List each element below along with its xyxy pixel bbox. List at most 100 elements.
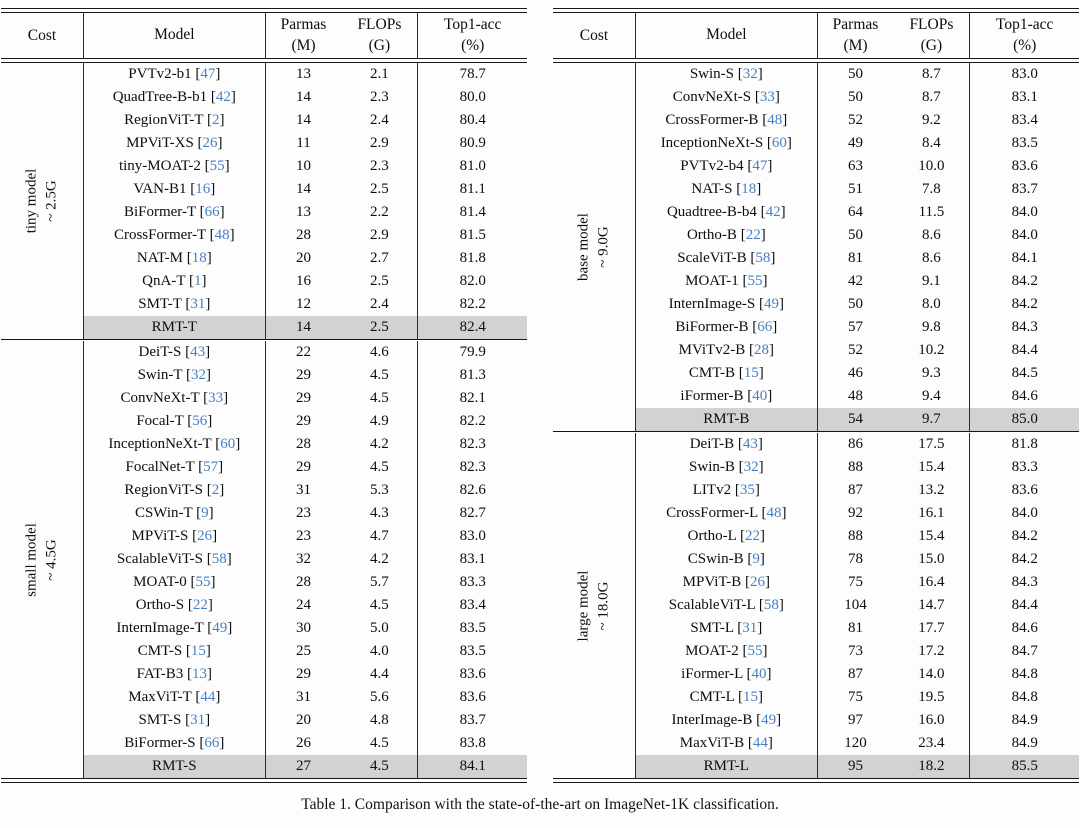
model-cell: RMT-S [84,755,266,778]
params-cell: 87 [848,482,863,498]
citation-ref[interactable]: 66 [204,204,220,220]
citation-ref[interactable]: 2 [211,112,220,128]
citation-ref[interactable]: 26 [202,135,218,151]
table-row: tiny-MOAT-2 [55] 10 2.3 81.0 [84,155,527,178]
citation-ref[interactable]: 31 [742,620,758,636]
citation-ref[interactable]: 33 [208,390,224,406]
citation-ref[interactable]: 26 [749,574,765,590]
citation-ref[interactable]: 40 [751,666,767,682]
acc-cell: 83.5 [459,620,486,636]
citation-ref[interactable]: 31 [190,296,206,312]
model-cell: InceptionNeXt-S [60] [636,132,818,155]
citation-ref[interactable]: 44 [200,689,216,705]
citation-ref[interactable]: 15 [743,365,759,381]
flops-cell: 2.3 [341,155,419,178]
citation-ref[interactable]: 44 [752,735,768,751]
model-cell: RegionViT-S [2] [84,479,266,502]
flops-cell: 15.0 [893,548,971,571]
flops-cell: 23.4 [893,732,971,755]
citation-ref[interactable]: 22 [745,227,761,243]
citation-ref[interactable]: 57 [203,459,219,475]
citation-ref[interactable]: 49 [212,620,228,636]
params-cell: 28 [296,574,311,590]
citation-ref[interactable]: 49 [761,712,777,728]
citation-ref[interactable]: 26 [197,528,213,544]
model-cell: MOAT-2 [55] [636,640,818,663]
citation-ref[interactable]: 42 [215,89,231,105]
citation-ref[interactable]: 48 [766,505,782,521]
citation-ref[interactable]: 66 [204,735,220,751]
model-name: Ortho-B [686,227,737,243]
model-name: PVTv2-b4 [680,158,744,174]
citation-ref[interactable]: 40 [752,388,768,404]
citation-ref[interactable]: 33 [759,89,775,105]
model-cell: DeiT-S [43] [84,341,266,364]
citation-ref[interactable]: 31 [190,712,206,728]
citation-ref[interactable]: 15 [190,643,206,659]
params-cell: 78 [848,551,863,567]
params-cell: 20 [296,712,311,728]
table-row: Swin-B [32] 88 15.4 83.3 [636,456,1079,479]
citation-ref[interactable]: 60 [220,436,236,452]
model-name: SMT-L [690,620,734,636]
citation-ref[interactable]: 47 [752,158,768,174]
citation-ref[interactable]: 13 [192,666,208,682]
citation-ref[interactable]: 18 [191,250,207,266]
col-header-model: Model [84,13,266,58]
citation-ref[interactable]: 49 [764,296,779,312]
citation-ref[interactable]: 58 [755,250,771,266]
params-cell: 31 [296,689,311,705]
citation-ref[interactable]: 32 [743,459,759,475]
citation-ref[interactable]: 55 [747,273,763,289]
citation-ref[interactable]: 58 [763,597,779,613]
acc-cell: 82.2 [459,296,486,312]
citation-ref[interactable]: 48 [214,227,230,243]
citation-ref[interactable]: 60 [771,135,787,151]
acc-cell: 85.5 [1011,758,1038,774]
citation-ref[interactable]: 9 [201,505,209,521]
model-cell: QuadTree-B-b1 [42] [84,86,266,109]
citation-ref[interactable]: 2 [211,482,220,498]
acc-cell: 83.3 [459,574,486,590]
params-cell: 14 [296,181,311,197]
params-cell: 16 [296,273,311,289]
citation-ref[interactable]: 16 [195,181,211,197]
citation-ref[interactable]: 47 [200,66,216,82]
citation-ref[interactable]: 1 [193,273,202,289]
citation-ref[interactable]: 55 [195,574,211,590]
table-row: InceptionNeXt-S [60] 49 8.4 83.5 [636,132,1079,155]
citation-ref[interactable]: 15 [743,689,759,705]
citation-ref[interactable]: 22 [744,528,760,544]
acc-cell: 84.4 [1011,342,1038,358]
citation-ref[interactable]: 42 [765,204,781,220]
params-cell: 81 [848,250,863,266]
citation-ref[interactable]: 9 [752,551,760,567]
params-cell: 29 [296,413,311,429]
table-row: BiFormer-B [66] 57 9.8 84.3 [636,316,1079,339]
citation-ref[interactable]: 58 [211,551,227,567]
model-cell: InternImage-T [49] [84,617,266,640]
params-cell: 28 [296,436,311,452]
params-cell: 14 [296,319,311,335]
citation-ref[interactable]: 28 [753,342,769,358]
acc-cell: 83.5 [1011,135,1038,151]
citation-ref[interactable]: 22 [192,597,208,613]
citation-ref[interactable]: 32 [191,367,207,383]
acc-cell: 82.0 [459,273,486,289]
citation-ref[interactable]: 55 [209,158,225,174]
citation-ref[interactable]: 66 [757,319,773,335]
table-row-highlighted: RMT-L 95 18.2 85.5 [636,755,1079,778]
citation-ref[interactable]: 43 [742,436,758,452]
citation-ref[interactable]: 32 [742,66,758,82]
citation-ref[interactable]: 48 [767,112,783,128]
table-row: LITv2 [35] 87 13.2 83.6 [636,479,1079,502]
citation-ref[interactable]: 35 [739,482,755,498]
citation-ref[interactable]: 18 [741,181,757,197]
flops-cell: 5.6 [341,686,419,709]
citation-ref[interactable]: 55 [747,643,763,659]
params-cell: 10 [296,158,311,174]
citation-ref[interactable]: 56 [192,413,208,429]
model-cell: Focal-T [56] [84,410,266,433]
citation-ref[interactable]: 43 [190,344,206,360]
